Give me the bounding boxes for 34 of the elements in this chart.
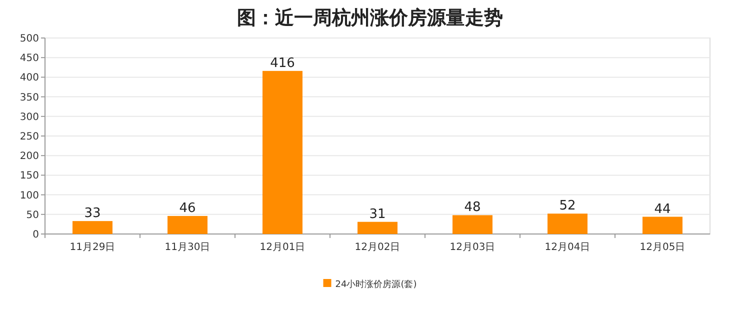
data-label: 416 bbox=[270, 56, 295, 71]
data-label: 33 bbox=[84, 206, 101, 222]
legend-label: 24小时涨价房源(套) bbox=[335, 279, 417, 290]
x-tick-label: 12月04日 bbox=[544, 242, 590, 253]
x-tick-label: 12月02日 bbox=[354, 242, 400, 253]
bar bbox=[642, 216, 682, 234]
y-tick-label: 350 bbox=[20, 92, 39, 104]
y-tick-label: 300 bbox=[20, 112, 39, 123]
bar bbox=[262, 70, 302, 234]
data-label: 46 bbox=[179, 200, 196, 216]
x-tick-label: 12月05日 bbox=[640, 242, 686, 253]
bar bbox=[168, 216, 208, 234]
data-label: 48 bbox=[464, 200, 481, 216]
x-tick-label: 12月03日 bbox=[450, 242, 496, 253]
x-tick-label: 12月01日 bbox=[260, 242, 306, 253]
bar bbox=[72, 221, 112, 234]
y-tick-label: 500 bbox=[20, 34, 39, 44]
y-tick-label: 150 bbox=[20, 170, 39, 182]
y-tick-label: 100 bbox=[20, 190, 39, 202]
x-tick-label: 11月29日 bbox=[70, 242, 116, 253]
y-tick-label: 400 bbox=[20, 72, 39, 84]
bar bbox=[452, 215, 492, 234]
y-tick-label: 200 bbox=[20, 151, 39, 162]
chart-title: 图：近一周杭州涨价房源量走势 bbox=[237, 7, 503, 29]
y-tick-label: 50 bbox=[26, 210, 39, 221]
y-tick-label: 450 bbox=[20, 53, 39, 64]
bar bbox=[358, 222, 398, 234]
data-label: 52 bbox=[559, 198, 576, 214]
data-label: 44 bbox=[654, 202, 671, 217]
y-tick-label: 0 bbox=[32, 230, 39, 240]
x-tick-label: 11月30日 bbox=[164, 242, 210, 253]
bar bbox=[548, 214, 588, 234]
data-label: 31 bbox=[369, 206, 386, 222]
y-tick-label: 250 bbox=[20, 132, 39, 142]
